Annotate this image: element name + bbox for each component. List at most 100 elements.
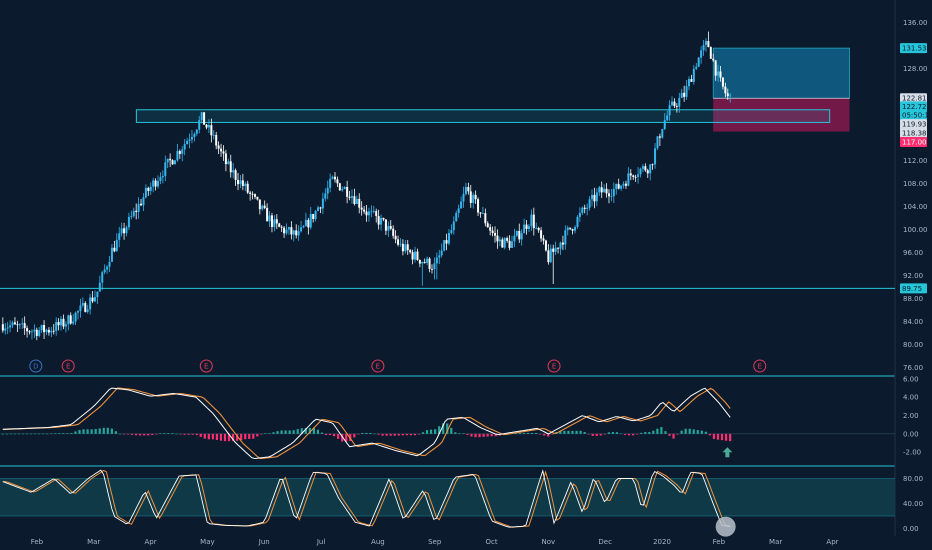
candle[interactable] [169, 153, 172, 167]
candle[interactable] [331, 175, 334, 180]
candle[interactable] [326, 180, 329, 200]
candle[interactable] [683, 85, 686, 102]
candle[interactable] [498, 236, 501, 247]
candle[interactable] [200, 111, 203, 124]
candle[interactable] [668, 100, 671, 121]
candle[interactable] [467, 182, 470, 195]
candle[interactable] [530, 209, 533, 231]
candle[interactable] [464, 182, 467, 196]
candle[interactable] [622, 181, 625, 189]
candle[interactable] [1, 317, 4, 333]
candle[interactable] [399, 238, 402, 247]
candle[interactable] [140, 198, 143, 207]
candle[interactable] [426, 256, 429, 266]
candle[interactable] [658, 133, 661, 146]
candle[interactable] [312, 213, 315, 223]
candle[interactable] [270, 212, 273, 233]
candle[interactable] [166, 158, 169, 169]
candle[interactable] [428, 257, 431, 273]
candle[interactable] [717, 64, 720, 82]
candle[interactable] [205, 123, 208, 130]
candle[interactable] [220, 143, 223, 157]
candle[interactable] [60, 315, 63, 331]
candle[interactable] [261, 204, 264, 211]
candle[interactable] [353, 188, 356, 206]
candle[interactable] [532, 207, 535, 236]
candle[interactable] [45, 328, 48, 336]
candle[interactable] [215, 131, 218, 150]
candle[interactable] [152, 177, 155, 193]
candle[interactable] [637, 167, 640, 184]
candle[interactable] [508, 235, 511, 251]
candle[interactable] [193, 132, 196, 142]
candle[interactable] [314, 209, 317, 222]
candle[interactable] [72, 314, 75, 326]
event-marker[interactable]: D [29, 359, 43, 373]
candle[interactable] [588, 196, 591, 211]
stoch-rsi-pane[interactable] [2, 469, 736, 537]
candle[interactable] [110, 244, 113, 263]
candle[interactable] [147, 186, 150, 196]
price-level-label[interactable]: 118.38 [900, 127, 927, 138]
candle[interactable] [518, 223, 521, 243]
candle[interactable] [350, 189, 353, 204]
candle[interactable] [317, 205, 320, 212]
candle[interactable] [443, 239, 446, 252]
candle[interactable] [232, 163, 235, 179]
macd-line[interactable] [2, 387, 731, 460]
candle[interactable] [249, 190, 252, 201]
candle[interactable] [729, 92, 732, 103]
candle[interactable] [81, 297, 84, 308]
candle[interactable] [137, 197, 140, 219]
candle[interactable] [384, 219, 387, 235]
candle[interactable] [319, 206, 322, 214]
price-level-label[interactable]: 05:50:12 [900, 109, 932, 120]
candle[interactable] [77, 310, 80, 320]
candle[interactable] [610, 189, 613, 202]
candle[interactable] [515, 230, 518, 238]
candle[interactable] [253, 193, 256, 200]
candle[interactable] [375, 208, 378, 223]
candle[interactable] [486, 221, 489, 228]
candle[interactable] [607, 189, 610, 204]
candle[interactable] [702, 39, 705, 56]
candle[interactable] [416, 248, 419, 261]
candle[interactable] [125, 225, 128, 237]
candle[interactable] [503, 237, 506, 250]
candle[interactable] [392, 225, 395, 239]
candle[interactable] [149, 182, 152, 195]
candle[interactable] [171, 159, 174, 165]
candle[interactable] [491, 226, 494, 237]
candle[interactable] [382, 217, 385, 222]
candle[interactable] [324, 188, 327, 202]
candle[interactable] [64, 321, 67, 333]
candle[interactable] [430, 264, 433, 274]
candle[interactable] [627, 167, 630, 187]
candle[interactable] [612, 182, 615, 204]
candlestick-series[interactable] [1, 31, 732, 341]
candle[interactable] [101, 270, 104, 290]
candle[interactable] [96, 291, 99, 304]
candle[interactable] [552, 244, 555, 284]
candle[interactable] [234, 168, 237, 186]
candle[interactable] [372, 205, 375, 214]
candle[interactable] [666, 110, 669, 122]
candle[interactable] [484, 208, 487, 227]
candle[interactable] [103, 264, 106, 275]
candle[interactable] [438, 249, 441, 265]
candle[interactable] [142, 193, 145, 211]
candle[interactable] [726, 88, 729, 100]
candle[interactable] [542, 235, 545, 245]
candle[interactable] [389, 220, 392, 231]
candle[interactable] [404, 240, 407, 254]
time-axis[interactable]: Feb Mar Apr May Jun Jul Aug Sep Oct Nov Dec 2020 Feb… [31, 538, 839, 546]
candle[interactable] [348, 190, 351, 201]
price-axis[interactable]: 136.00128.00120.00112.00108.00104.00100.… [900, 19, 932, 533]
candle[interactable] [50, 326, 53, 338]
candle[interactable] [18, 323, 21, 329]
candle[interactable] [307, 217, 310, 235]
candle[interactable] [695, 62, 698, 71]
candle[interactable] [217, 141, 220, 155]
candle[interactable] [479, 212, 482, 218]
